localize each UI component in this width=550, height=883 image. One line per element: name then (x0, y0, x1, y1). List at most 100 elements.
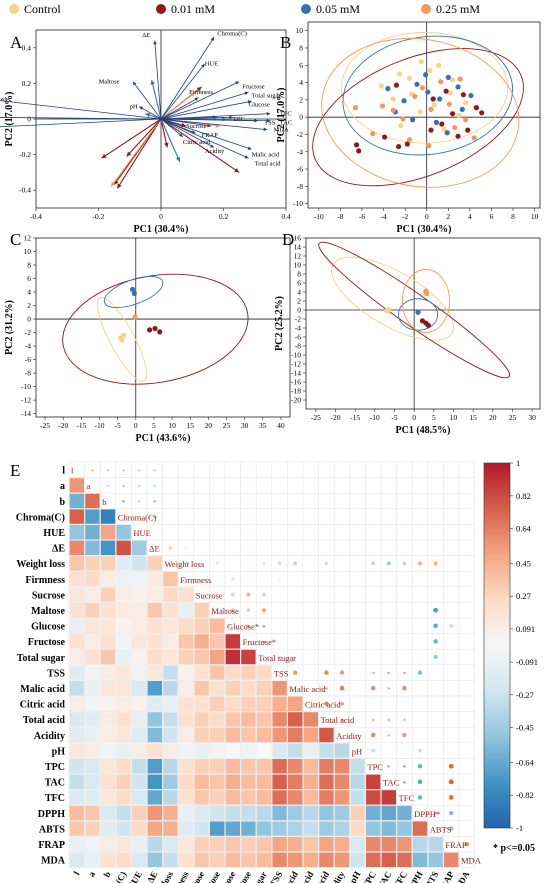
loading-label: HUE (205, 61, 218, 68)
loading-arrow (160, 36, 215, 120)
sample-vector-arrowhead (196, 86, 202, 92)
heatmap-cell (225, 743, 240, 758)
heatmap-cell (116, 525, 131, 540)
heatmap-cell (225, 681, 240, 696)
heatmap-cell (147, 665, 162, 680)
y-tick-label: -20 (291, 396, 301, 405)
legend-label: 0.25 mM (436, 2, 480, 16)
heatmap-gridcell (302, 477, 319, 494)
correlation-dot (184, 546, 188, 550)
heatmap-cell (147, 634, 162, 649)
loading-label: TSS (264, 119, 276, 126)
heatmap-cell (194, 805, 209, 821)
y-tick-label: -2 (25, 328, 31, 337)
y-tick-label: -14 (291, 369, 301, 378)
heatmap-cell (256, 759, 272, 774)
correlation-dot (277, 655, 282, 659)
heatmap-gridcell (380, 570, 397, 588)
heatmap-cell (178, 837, 194, 852)
heatmap-cell (147, 821, 162, 836)
heatmap-gridcell (396, 570, 413, 588)
heatmap-cell (100, 837, 116, 852)
data-point (459, 106, 465, 112)
correlation-dot (433, 623, 438, 629)
heatmap-cell (381, 790, 396, 805)
heatmap-cell (225, 665, 240, 680)
heatmap-cell (303, 790, 318, 805)
data-point (400, 116, 406, 122)
heatmap-cell (334, 852, 350, 867)
x-tick-label: -10 (314, 212, 324, 221)
correlation-dot (371, 748, 376, 753)
heatmap-gridcell (443, 555, 460, 572)
correlation-dot (449, 623, 454, 628)
x-tick-label: -5 (115, 421, 121, 430)
x-tick-label: 0 (159, 212, 163, 221)
loading-arrow (160, 118, 212, 127)
x-tick-label: -20 (330, 413, 340, 422)
sample-vector-arrowhead (126, 151, 132, 157)
loading-label: MDA (274, 126, 289, 133)
heatmap-gridcell (458, 633, 475, 650)
diagonal-label: a (87, 481, 91, 491)
heatmap-gridcell (411, 570, 429, 588)
heatmap-cell (194, 790, 209, 805)
heatmap-gridcell (458, 820, 475, 837)
loading-label: Acidity (205, 148, 225, 155)
heatmap-cell (178, 743, 194, 758)
x-tick-label: 10 (168, 421, 176, 430)
colorbar-tick-label: 0.82 (516, 491, 531, 501)
heatmap-gridcell (427, 680, 444, 697)
heatmap-cell (116, 712, 131, 727)
y-tick-label: 4 (27, 288, 31, 297)
plot-frame (307, 21, 541, 209)
x-tick-label: -10 (95, 421, 105, 430)
heatmap-gridcell (302, 648, 319, 666)
significance-mark: * (153, 514, 157, 523)
colorbar (483, 462, 511, 829)
heatmap-cell (163, 696, 178, 711)
heatmap-gridcell (287, 477, 304, 494)
data-point (443, 88, 449, 94)
row-label: b (59, 497, 65, 508)
heatmap-gridcell (443, 492, 460, 510)
heatmap-gridcell (271, 477, 288, 494)
y-tick-label: 12 (294, 252, 302, 261)
heatmap-gridcell (427, 664, 444, 681)
heatmap-cell (225, 712, 240, 727)
heatmap-cell (241, 681, 256, 696)
correlation-dot (402, 732, 407, 738)
heatmap-gridcell (193, 524, 210, 541)
heatmap-gridcell (365, 461, 382, 478)
heatmap-cell (85, 727, 100, 743)
column-label: TFC (391, 870, 409, 883)
heatmap-cell (210, 852, 225, 867)
heatmap-gridcell (224, 539, 241, 556)
legend-label: 0.01 mM (171, 2, 215, 16)
x-tick-label: -8 (337, 212, 343, 221)
heatmap-cell (272, 759, 287, 774)
heatmap-cell (69, 665, 84, 680)
heatmap-cell (100, 727, 116, 743)
data-point (455, 84, 461, 90)
diagonal-label: Maltose (211, 606, 239, 616)
loading-arrow (160, 118, 215, 148)
heatmap-cell (256, 821, 272, 836)
loading-arrowhead (153, 40, 157, 45)
heatmap-gridcell (380, 742, 397, 759)
heatmap-gridcell (271, 508, 288, 525)
loading-label: TAC (280, 119, 292, 126)
diagonal-label: l (71, 466, 74, 476)
correlation-dot (262, 561, 266, 566)
heatmap-cell (178, 696, 194, 711)
legend-label: Control (24, 2, 61, 16)
loading-arrow (132, 81, 162, 120)
heatmap-cell (69, 852, 84, 867)
heatmap-cell (163, 571, 178, 587)
heatmap-gridcell (380, 633, 397, 650)
confidence-ellipse (330, 256, 455, 341)
correlation-dot (433, 561, 438, 566)
heatmap-cell (69, 649, 84, 665)
loading-arrowhead (194, 97, 199, 101)
loading-label: TPC (233, 116, 245, 123)
